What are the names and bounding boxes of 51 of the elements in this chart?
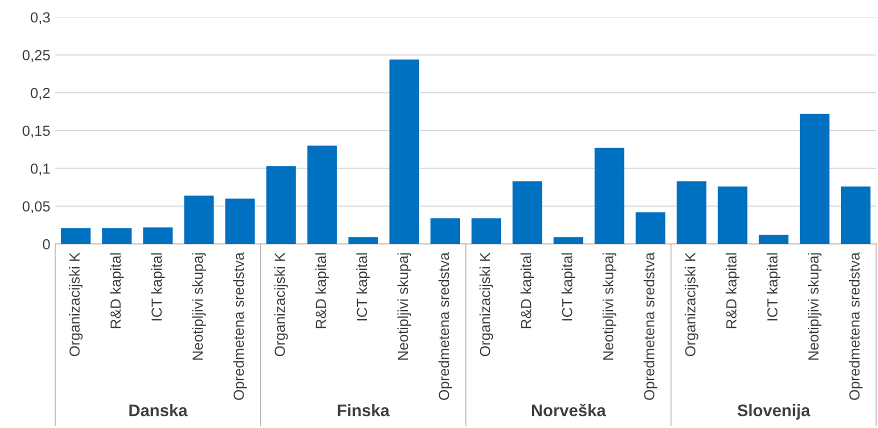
bar — [348, 237, 378, 244]
y-tick-label: 0,15 — [22, 126, 50, 138]
x-tick-label: ICT kapital — [562, 253, 576, 320]
x-tick-label: R&D kapital — [315, 253, 329, 328]
x-tick-label: ICT kapital — [151, 253, 165, 320]
bar — [102, 228, 132, 244]
x-tick-label: Neotipljivi skupaj — [808, 253, 822, 360]
x-tick-label: R&D kapital — [520, 253, 534, 328]
bar — [758, 234, 788, 244]
x-tick-label: Organizacijski K — [480, 252, 494, 356]
x-tick-label: Neotipljivi skupaj — [192, 253, 206, 360]
y-tick-label: 0,05 — [22, 201, 50, 214]
y-tick-label: 0,3 — [30, 12, 50, 24]
y-tick-label: 0,2 — [30, 88, 50, 100]
x-tick-label: Opredmetena sredstva — [848, 252, 863, 400]
text: Slovenija — [738, 404, 810, 420]
x-tick-label: Organizacijski K — [274, 252, 288, 356]
bar — [636, 212, 666, 244]
bar — [512, 181, 542, 244]
x-tick-label: Opredmetena sredstva — [438, 252, 452, 400]
bar — [225, 198, 255, 244]
x-tick-label: ICT kapital — [766, 253, 780, 320]
bar — [143, 227, 173, 244]
bar — [184, 196, 214, 244]
text: Finska — [338, 404, 390, 416]
x-tick-label: Neotipljivi skupaj — [602, 253, 616, 360]
bar — [472, 218, 502, 244]
text: Norveška — [532, 404, 606, 416]
bar — [840, 186, 870, 244]
bar — [389, 59, 419, 244]
bar — [676, 181, 706, 244]
x-tick-label: Organizacijski K — [69, 252, 83, 356]
bar — [554, 237, 584, 244]
x-tick-label: Neotipljivi skupaj — [397, 253, 412, 360]
x-tick-label: ICT kapital — [356, 253, 370, 320]
bar — [307, 146, 337, 244]
y-tick-label: 0 — [42, 239, 50, 250]
x-tick-label: R&D kapital — [110, 253, 124, 328]
bar — [594, 148, 624, 244]
y-tick-label: 0,25 — [22, 50, 50, 62]
text: Danska — [129, 404, 188, 416]
bar — [800, 114, 830, 244]
x-tick-label: Organizacijski K — [684, 252, 698, 356]
bar — [61, 228, 91, 244]
x-tick-label: Opredmetena sredstva — [644, 252, 658, 400]
y-tick-label: 0,1 — [30, 163, 50, 176]
bar — [266, 166, 296, 244]
bar — [718, 186, 748, 244]
x-tick-label: Opredmetena sredstva — [233, 252, 247, 400]
bar — [430, 218, 460, 244]
x-tick-label: R&D kapital — [726, 253, 740, 328]
